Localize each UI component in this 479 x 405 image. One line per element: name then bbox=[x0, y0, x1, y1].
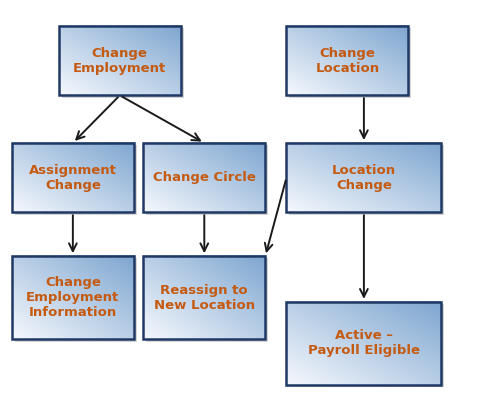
Bar bbox=[289, 304, 444, 388]
Bar bbox=[146, 145, 268, 215]
Bar bbox=[286, 302, 441, 385]
Text: Change
Location: Change Location bbox=[315, 47, 379, 75]
Bar bbox=[59, 26, 181, 95]
Text: Change
Employment
Information: Change Employment Information bbox=[26, 276, 119, 319]
Bar bbox=[15, 145, 137, 215]
Bar bbox=[143, 256, 265, 339]
Text: Change Circle: Change Circle bbox=[153, 171, 256, 184]
Bar bbox=[289, 145, 444, 215]
Bar bbox=[146, 258, 268, 342]
Text: Location
Change: Location Change bbox=[332, 164, 396, 192]
Bar bbox=[289, 28, 411, 98]
Bar bbox=[286, 143, 441, 212]
Bar bbox=[286, 26, 409, 95]
Text: Change
Employment: Change Employment bbox=[73, 47, 166, 75]
Bar bbox=[143, 143, 265, 212]
Text: Assignment
Change: Assignment Change bbox=[29, 164, 117, 192]
Bar bbox=[62, 28, 183, 98]
Bar bbox=[15, 258, 137, 342]
Bar bbox=[12, 143, 134, 212]
Bar bbox=[12, 256, 134, 339]
Text: Active –
Payroll Eligible: Active – Payroll Eligible bbox=[308, 329, 420, 357]
Text: Reassign to
New Location: Reassign to New Location bbox=[154, 284, 255, 312]
